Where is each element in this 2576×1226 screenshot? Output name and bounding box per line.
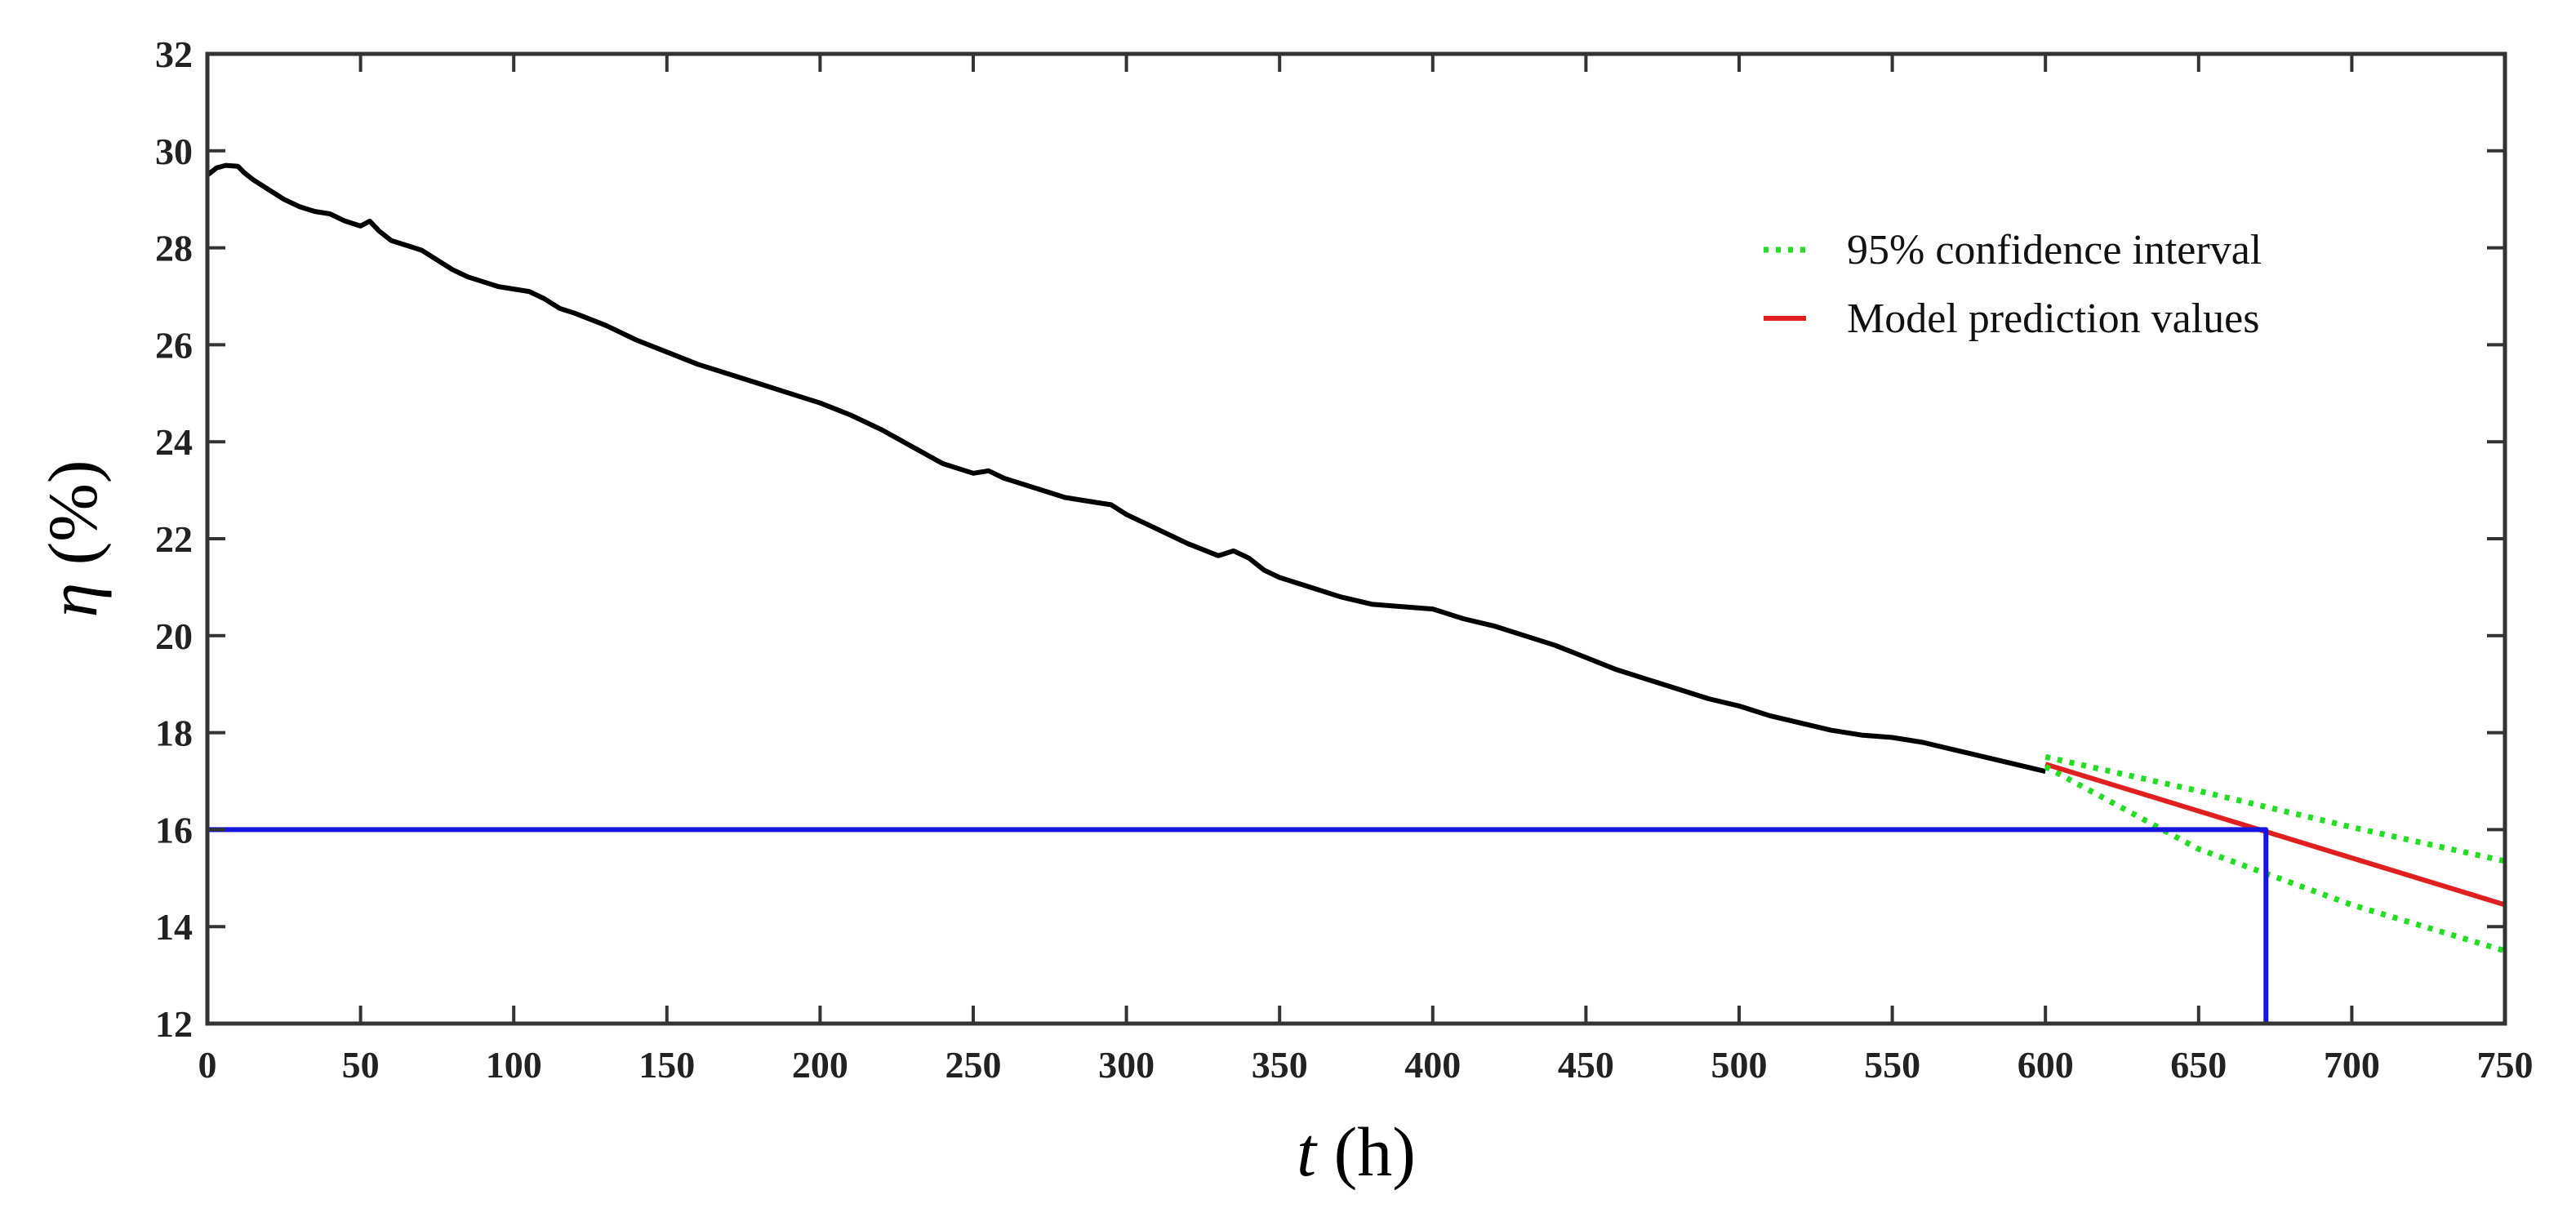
x-tick-label: 150 <box>638 1044 695 1086</box>
x-tick-label: 0 <box>198 1044 217 1086</box>
y-axis-variable: η <box>33 583 112 618</box>
y-tick-label: 24 <box>155 421 193 463</box>
x-axis-unit: (h) <box>1316 1113 1416 1191</box>
x-axis-variable: t <box>1297 1113 1318 1191</box>
y-tick-label: 28 <box>155 228 193 269</box>
series-prediction <box>2044 762 2506 908</box>
y-tick-label: 16 <box>155 809 193 851</box>
x-tick-label: 350 <box>1252 1044 1308 1086</box>
x-axis-title: t (h) <box>1297 1113 1416 1191</box>
y-tick-label: 26 <box>155 324 193 366</box>
y-axis-title: η (%) <box>33 460 112 617</box>
series-ci_lower <box>2044 764 2507 954</box>
series-threshold <box>207 827 2269 1024</box>
y-tick-label: 12 <box>155 1003 193 1045</box>
y-tick-label: 20 <box>155 615 193 657</box>
x-tick-label: 500 <box>1711 1044 1768 1086</box>
y-axis-unit: (%) <box>33 460 112 582</box>
series-ci_upper <box>2044 753 2506 864</box>
legend-label: Model prediction values <box>1847 295 2259 342</box>
legend: 95% confidence interval Model prediction … <box>1764 227 2262 342</box>
x-tick-label: 600 <box>2018 1044 2074 1086</box>
y-tick-label: 14 <box>155 906 193 948</box>
y-tick-label: 22 <box>155 518 193 560</box>
x-tick-label: 450 <box>1558 1044 1614 1086</box>
x-tick-label: 50 <box>342 1044 380 1086</box>
x-tick-label: 300 <box>1098 1044 1155 1086</box>
x-tick-label: 250 <box>945 1044 1002 1086</box>
x-tick-label: 700 <box>2324 1044 2380 1086</box>
x-tick-label: 750 <box>2477 1044 2534 1086</box>
x-tick-label: 100 <box>486 1044 542 1086</box>
y-tick-label: 32 <box>155 33 193 75</box>
y-tick-label: 18 <box>155 713 193 754</box>
ticks-layer: 0 50 100 150 200 250 300 350 400 450 500 550 600 650 7… <box>155 33 2534 1086</box>
series-layer <box>206 162 2507 1024</box>
legend-label: 95% confidence interval <box>1847 227 2262 273</box>
x-tick-label: 200 <box>792 1044 848 1086</box>
x-tick-label: 400 <box>1404 1044 1461 1086</box>
y-tick-label: 30 <box>155 131 193 172</box>
x-tick-label: 550 <box>1864 1044 1920 1086</box>
series-measured <box>206 162 2046 775</box>
x-tick-label: 650 <box>2170 1044 2227 1086</box>
plot-frame <box>205 51 2507 1026</box>
